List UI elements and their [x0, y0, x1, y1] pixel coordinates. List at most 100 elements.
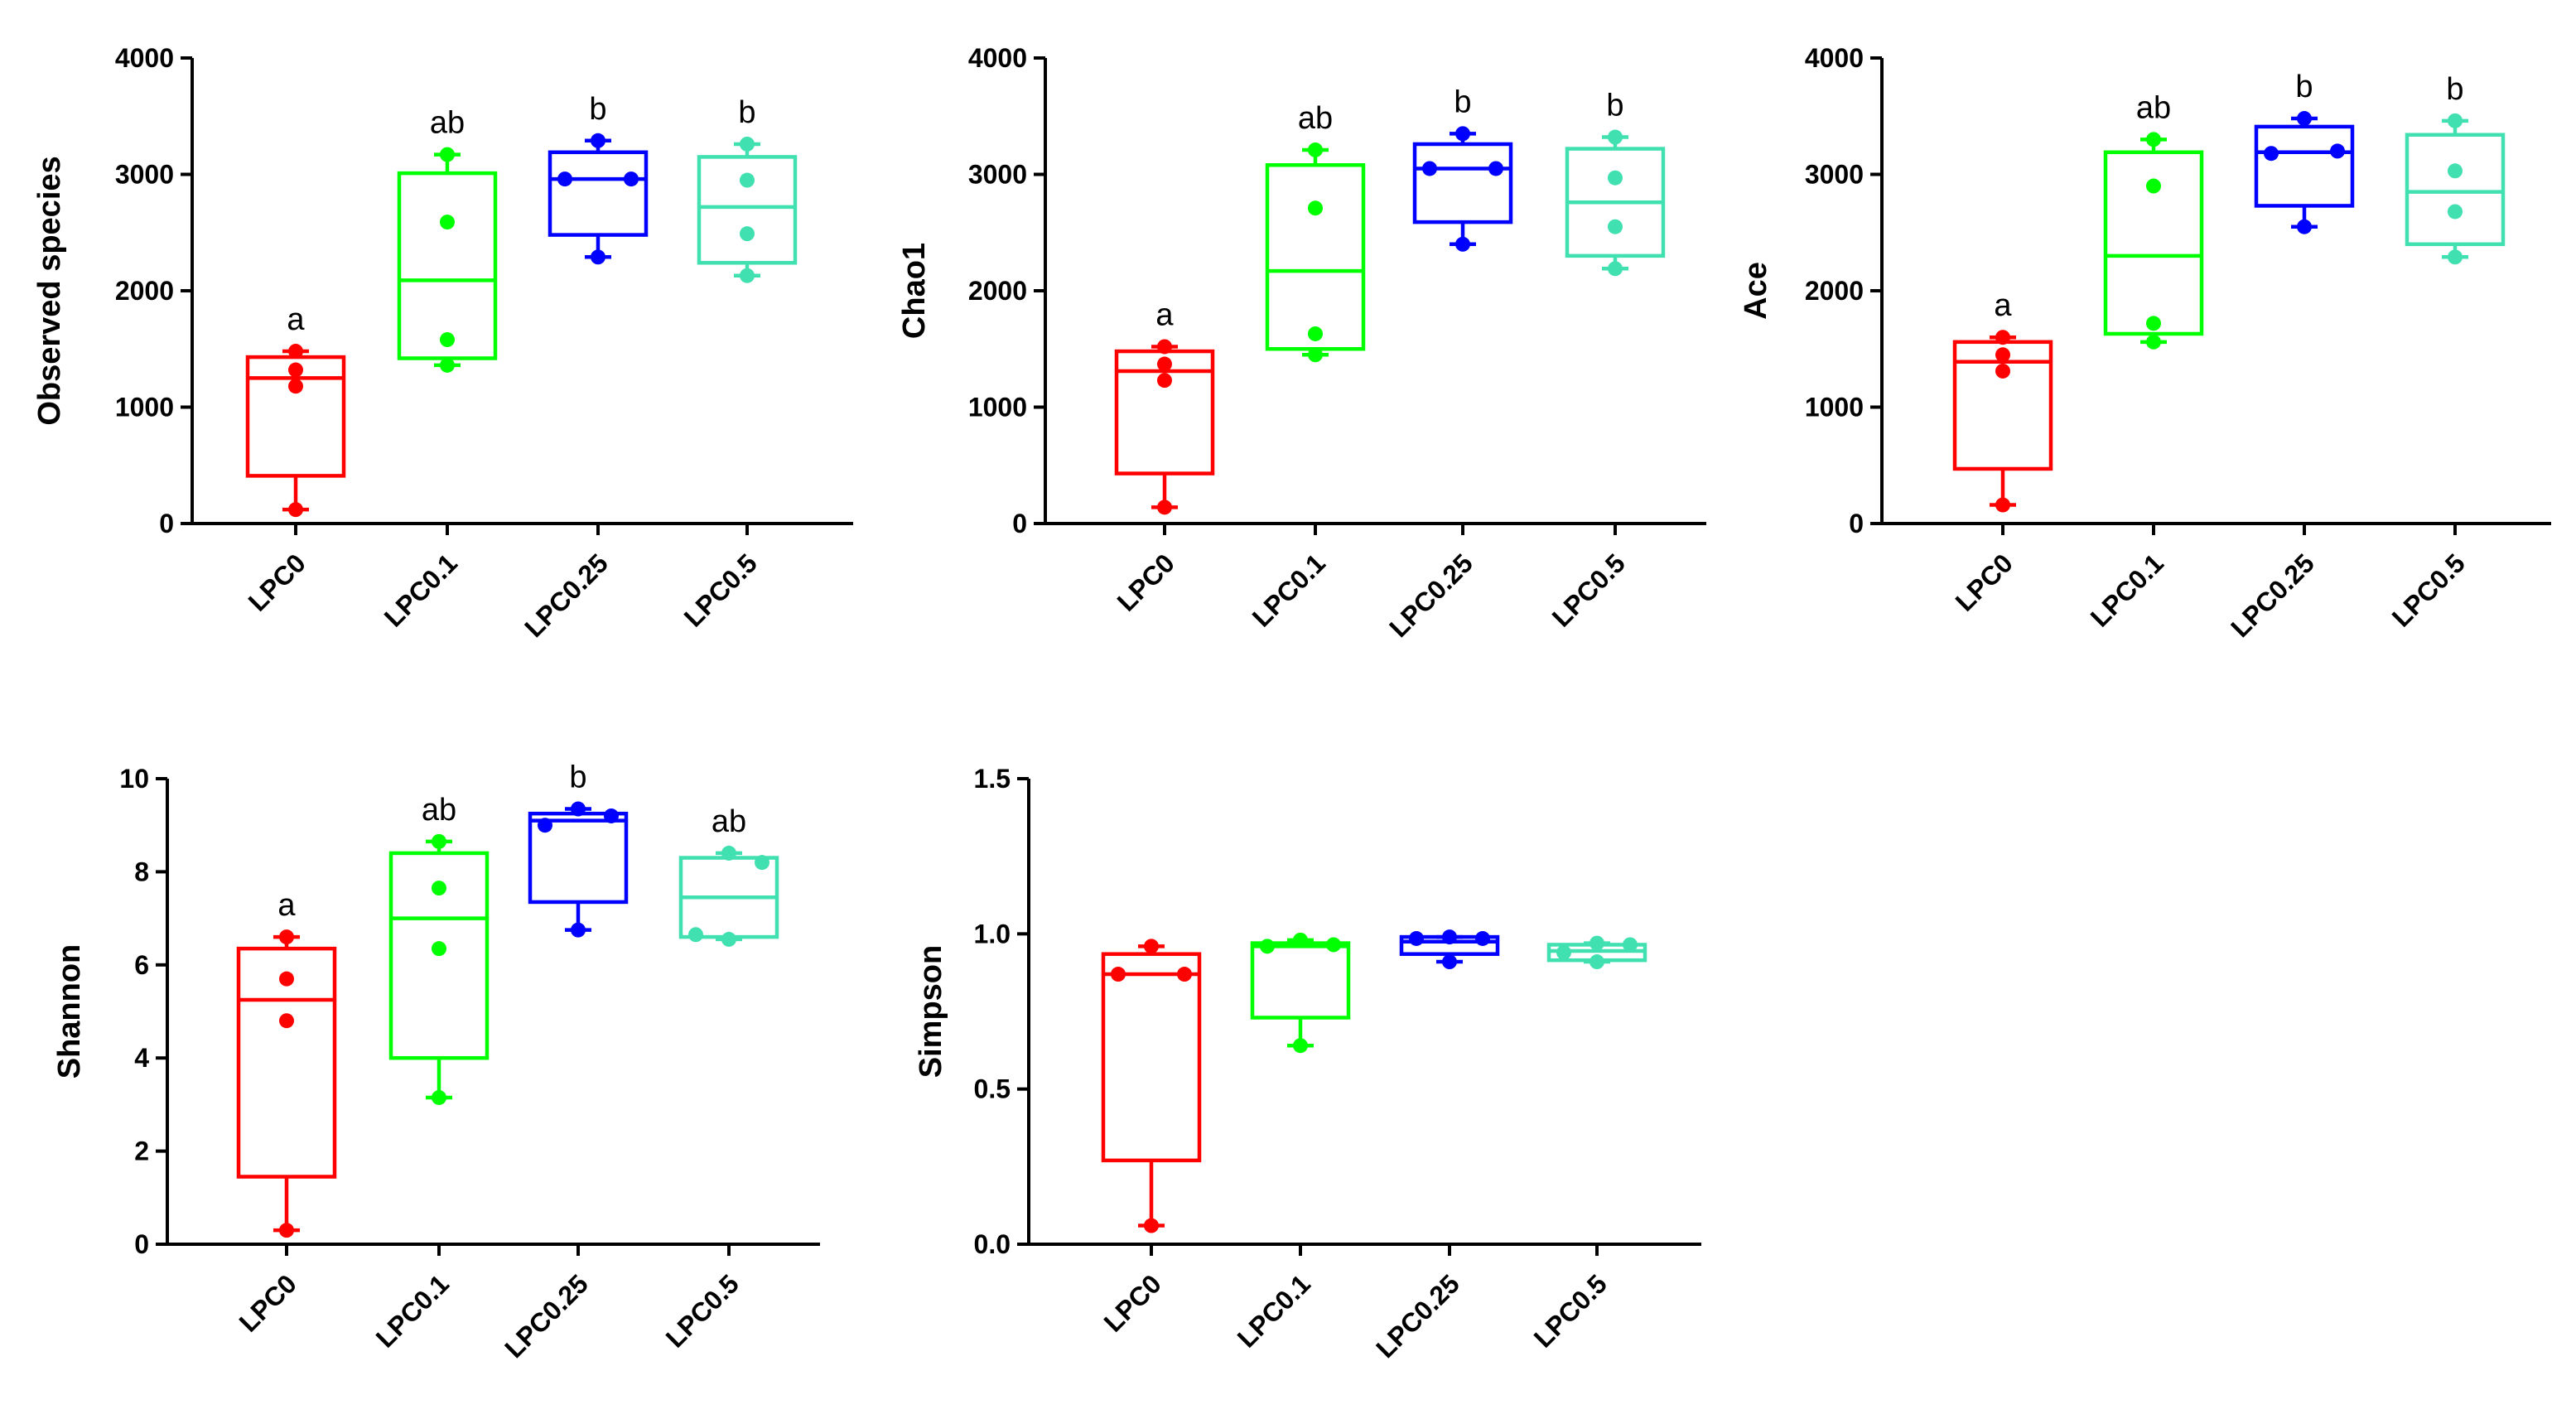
- data-point: [755, 855, 769, 871]
- data-point: [1995, 330, 2010, 345]
- data-point: [604, 808, 619, 823]
- data-point: [2146, 334, 2161, 350]
- data-point: [1422, 161, 1437, 176]
- x-category-label: LPC0.25: [1370, 1268, 1465, 1363]
- y-tick-label: 2000: [968, 276, 1027, 306]
- data-point: [2297, 111, 2312, 127]
- x-category-label: LPC0: [234, 1268, 302, 1337]
- data-point: [2264, 146, 2279, 162]
- x-category-label: LPC0.1: [379, 548, 463, 632]
- y-tick-label: 4000: [968, 43, 1027, 73]
- data-point: [1589, 935, 1604, 951]
- iqr-box: [1412, 142, 1513, 224]
- y-tick-label: 1.0: [974, 919, 1011, 948]
- x-category-label: LPC0: [1112, 548, 1180, 616]
- y-axis-title: Shannon: [52, 944, 87, 1079]
- data-point: [1488, 161, 1503, 176]
- iqr-box: [2103, 150, 2204, 336]
- data-point: [1326, 937, 1341, 953]
- x-category-label: LPC0.1: [1232, 1268, 1316, 1353]
- iqr-box: [548, 150, 649, 237]
- box-group-lpc0-5: b: [2405, 72, 2506, 265]
- data-point: [279, 971, 294, 987]
- significance-letter: ab: [2136, 90, 2171, 125]
- data-point: [432, 941, 446, 957]
- y-tick-label: 4000: [1805, 43, 1864, 73]
- data-point: [2448, 249, 2463, 265]
- data-point: [1111, 967, 1126, 982]
- y-tick-label: 0: [159, 509, 174, 538]
- data-point: [2448, 113, 2463, 128]
- y-tick-label: 2000: [115, 276, 174, 306]
- data-point: [571, 801, 586, 817]
- chart-panel-5: 0.0 0.5 1.0 1.5 Simpson LPC0 LPC0.1 LPC0.25 LPC0…: [914, 764, 1701, 1363]
- x-category-label: LPC0.25: [499, 1268, 594, 1363]
- y-tick-label: 0: [1012, 509, 1027, 538]
- significance-letter: ab: [422, 793, 456, 828]
- x-category-label: LPC0.1: [370, 1268, 455, 1353]
- data-point: [1455, 126, 1470, 142]
- data-point: [1308, 142, 1323, 157]
- data-point: [1995, 497, 2010, 513]
- data-point: [721, 931, 736, 947]
- data-point: [440, 147, 455, 162]
- y-tick-label: 3000: [115, 160, 174, 190]
- data-point: [1308, 200, 1323, 216]
- data-point: [2146, 178, 2161, 194]
- y-tick-label: 1.5: [974, 764, 1011, 794]
- data-point: [1608, 219, 1623, 234]
- data-point: [1608, 129, 1623, 145]
- y-tick-label: 1000: [115, 393, 174, 422]
- x-category-label: LPC0.5: [1528, 1268, 1613, 1353]
- data-point: [432, 1089, 446, 1105]
- significance-letter: b: [2295, 70, 2313, 104]
- box-group-lpc0-5: b: [697, 95, 798, 283]
- data-point: [288, 344, 303, 360]
- data-point: [1293, 932, 1308, 948]
- x-category-label: LPC0.25: [2225, 548, 2320, 643]
- box-group-lpc0-25: b: [528, 760, 629, 938]
- y-tick-label: 3000: [1805, 160, 1864, 190]
- box-group-lpc0: a: [1952, 288, 2053, 513]
- significance-letter: a: [1994, 288, 2012, 323]
- significance-letter: ab: [1298, 101, 1333, 136]
- chart-panel-3: 0 1000 2000 3000 4000 Ace LPC0 LPC0.1 LPC0.25 LPC…: [1739, 43, 2551, 643]
- data-point: [1995, 363, 2010, 379]
- data-point: [2146, 132, 2161, 147]
- data-point: [1293, 1038, 1308, 1054]
- y-tick-label: 1000: [1805, 393, 1864, 422]
- x-category-label: LPC0.25: [1383, 548, 1479, 643]
- y-tick-label: 2000: [1805, 276, 1864, 306]
- data-point: [1260, 939, 1275, 954]
- box-group-lpc0: [1101, 939, 1202, 1233]
- box-group-lpc0-1: ab: [2103, 90, 2204, 350]
- data-point: [1144, 1218, 1159, 1233]
- data-point: [1623, 937, 1638, 953]
- box-group-lpc0-25: [1399, 929, 1500, 970]
- data-point: [1475, 930, 1490, 946]
- iqr-box: [1250, 941, 1351, 1020]
- data-point: [1409, 930, 1424, 946]
- iqr-box: [236, 946, 337, 1179]
- x-category-label: LPC0.1: [2085, 548, 2169, 632]
- data-point: [1157, 373, 1172, 389]
- data-point: [591, 249, 605, 265]
- data-point: [571, 922, 586, 938]
- x-category-label: LPC0: [1950, 548, 2019, 616]
- data-point: [1442, 954, 1457, 970]
- significance-letter: b: [1606, 89, 1623, 123]
- iqr-box: [397, 171, 498, 360]
- data-point: [1144, 939, 1159, 954]
- y-tick-label: 0: [134, 1229, 149, 1259]
- data-point: [1608, 261, 1623, 277]
- x-category-label: LPC0.5: [660, 1268, 745, 1353]
- data-point: [279, 1013, 294, 1029]
- significance-letter: b: [738, 95, 755, 130]
- data-point: [740, 226, 755, 242]
- y-axis-title: Ace: [1739, 262, 1773, 320]
- y-tick-label: 10: [119, 764, 149, 794]
- box-group-lpc0: a: [245, 302, 346, 518]
- data-point: [432, 833, 446, 849]
- data-point: [288, 362, 303, 378]
